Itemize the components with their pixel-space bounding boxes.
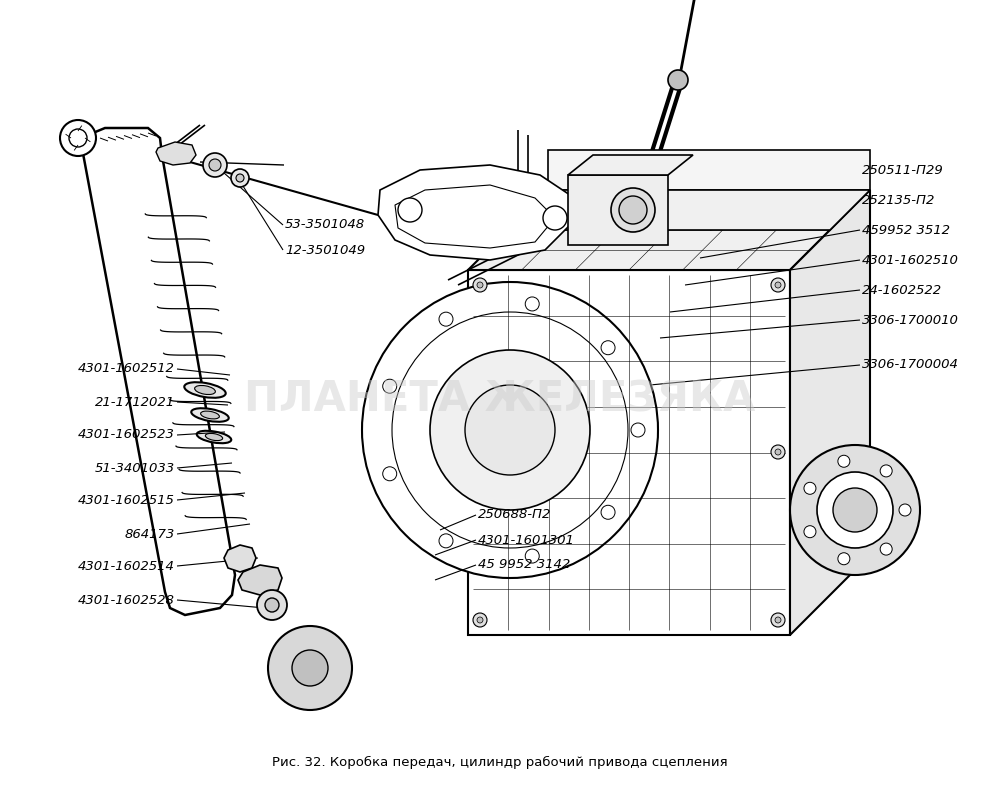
Circle shape: [430, 350, 590, 510]
Text: 4301-1602515: 4301-1602515: [78, 494, 175, 506]
Circle shape: [362, 282, 658, 578]
Text: 12-3501049: 12-3501049: [285, 244, 365, 256]
Text: 864173: 864173: [125, 528, 175, 540]
Circle shape: [668, 70, 688, 90]
Text: 4301-1602514: 4301-1602514: [78, 560, 175, 572]
Circle shape: [268, 626, 352, 710]
Polygon shape: [378, 165, 575, 260]
Text: 4301-1601301: 4301-1601301: [478, 533, 575, 547]
Circle shape: [292, 650, 328, 686]
Circle shape: [383, 466, 397, 481]
Circle shape: [69, 129, 87, 147]
Text: 3306-1700010: 3306-1700010: [862, 314, 959, 326]
Circle shape: [265, 598, 279, 612]
Circle shape: [631, 423, 645, 437]
Circle shape: [771, 613, 785, 627]
Polygon shape: [468, 190, 870, 270]
Circle shape: [473, 445, 487, 459]
Circle shape: [775, 282, 781, 288]
Text: 4301-1602512: 4301-1602512: [78, 362, 175, 376]
Text: 53-3501048: 53-3501048: [285, 218, 365, 232]
Text: 4301-1602528: 4301-1602528: [78, 594, 175, 607]
Circle shape: [771, 278, 785, 292]
Circle shape: [601, 505, 615, 519]
Circle shape: [775, 449, 781, 455]
Text: 45 9952 3142: 45 9952 3142: [478, 559, 570, 572]
Polygon shape: [790, 190, 870, 635]
Polygon shape: [224, 545, 256, 572]
Polygon shape: [548, 150, 870, 190]
Ellipse shape: [201, 411, 219, 419]
Text: 252135-П2: 252135-П2: [862, 193, 935, 206]
Text: 24-1602522: 24-1602522: [862, 283, 942, 296]
Circle shape: [880, 543, 892, 555]
Circle shape: [899, 504, 911, 516]
Circle shape: [771, 445, 785, 459]
Circle shape: [236, 174, 244, 182]
Circle shape: [804, 482, 816, 494]
Circle shape: [790, 445, 920, 575]
Circle shape: [543, 206, 567, 230]
Text: 250511-П29: 250511-П29: [862, 163, 944, 177]
Circle shape: [817, 472, 893, 548]
Circle shape: [477, 617, 483, 623]
Ellipse shape: [191, 408, 229, 422]
Circle shape: [477, 449, 483, 455]
Circle shape: [203, 153, 227, 177]
Polygon shape: [395, 185, 555, 248]
Text: ПЛАНЕТА ЖЕЛЕЗЯКА: ПЛАНЕТА ЖЕЛЕЗЯКА: [244, 379, 756, 421]
Circle shape: [525, 549, 539, 563]
Text: 4301-1602523: 4301-1602523: [78, 428, 175, 442]
Ellipse shape: [205, 433, 223, 441]
Circle shape: [477, 282, 483, 288]
Polygon shape: [508, 190, 870, 230]
Circle shape: [838, 552, 850, 564]
Circle shape: [209, 159, 221, 171]
Circle shape: [611, 188, 655, 232]
Circle shape: [775, 617, 781, 623]
Circle shape: [465, 385, 555, 475]
Polygon shape: [156, 142, 196, 165]
Circle shape: [473, 278, 487, 292]
Circle shape: [60, 120, 96, 156]
Circle shape: [880, 465, 892, 477]
Circle shape: [439, 534, 453, 548]
Text: Рис. 32. Коробка передач, цилиндр рабочий привода сцепления: Рис. 32. Коробка передач, цилиндр рабочи…: [272, 755, 728, 769]
Circle shape: [439, 312, 453, 326]
Text: 4301-1602510: 4301-1602510: [862, 253, 959, 267]
Circle shape: [257, 590, 287, 620]
Ellipse shape: [184, 382, 226, 398]
Circle shape: [804, 525, 816, 537]
Circle shape: [601, 341, 615, 355]
Text: 3306-1700004: 3306-1700004: [862, 358, 959, 372]
Circle shape: [619, 196, 647, 224]
Polygon shape: [468, 270, 790, 635]
Polygon shape: [568, 175, 668, 245]
Ellipse shape: [197, 431, 231, 443]
Polygon shape: [238, 565, 282, 595]
Circle shape: [525, 297, 539, 311]
Circle shape: [473, 613, 487, 627]
Polygon shape: [568, 155, 693, 175]
Circle shape: [383, 379, 397, 393]
Polygon shape: [82, 128, 235, 615]
Text: 459952 3512: 459952 3512: [862, 224, 950, 236]
Text: 21-1712021: 21-1712021: [95, 396, 175, 408]
Text: 51-3401033: 51-3401033: [95, 462, 175, 474]
Circle shape: [833, 488, 877, 532]
Ellipse shape: [195, 385, 215, 395]
Circle shape: [398, 198, 422, 222]
Text: 250688-П2: 250688-П2: [478, 509, 551, 521]
Circle shape: [231, 169, 249, 187]
Circle shape: [838, 455, 850, 467]
